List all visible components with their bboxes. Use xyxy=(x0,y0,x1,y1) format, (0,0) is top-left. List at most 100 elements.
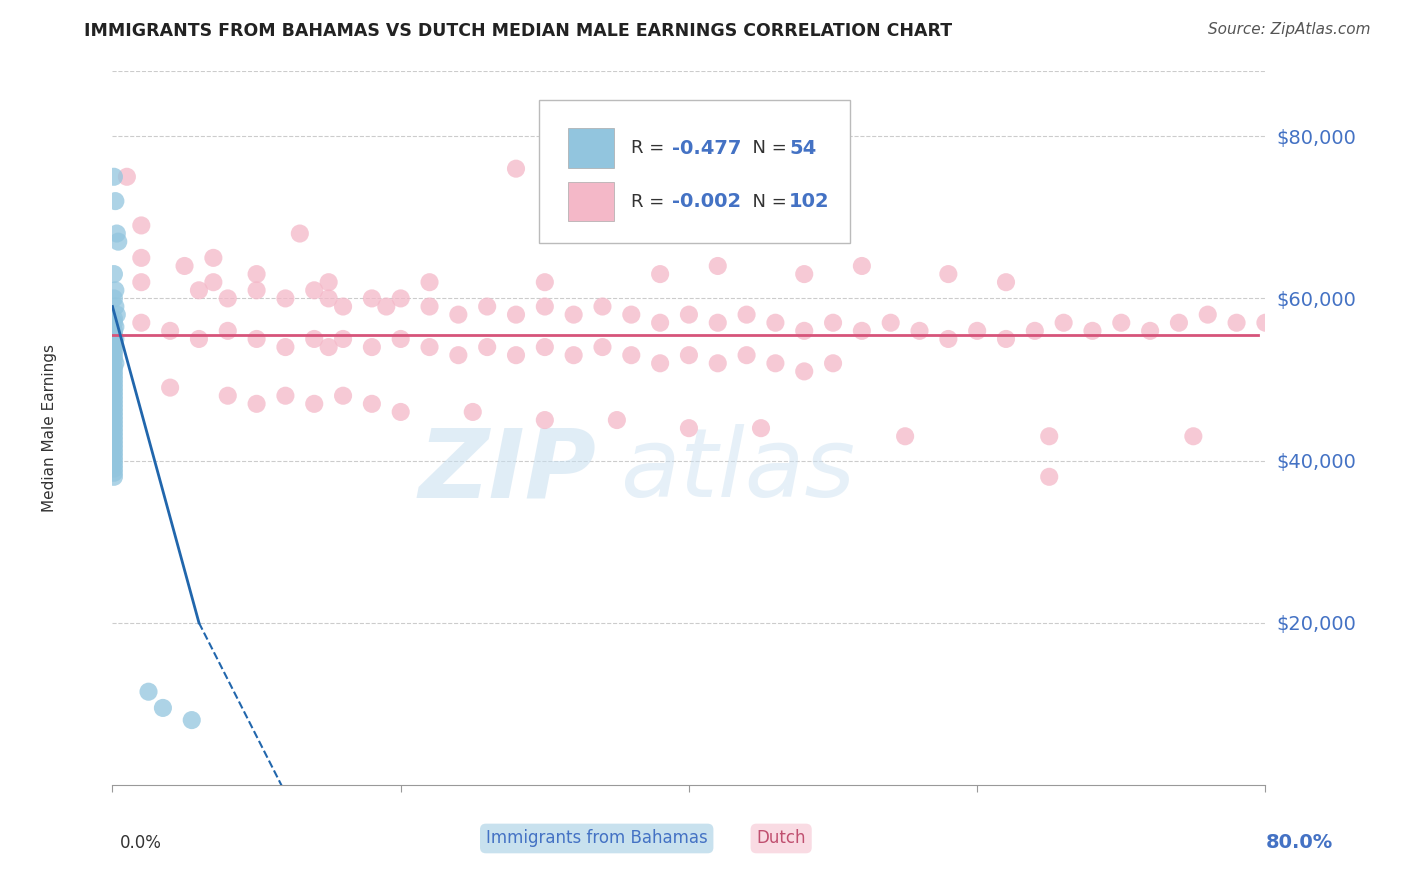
Point xyxy=(103,466,125,480)
Point xyxy=(707,356,730,370)
Point xyxy=(304,332,326,346)
Point xyxy=(274,389,297,403)
Point xyxy=(793,267,815,281)
Point xyxy=(534,340,557,354)
Point xyxy=(103,437,125,451)
Text: -0.002: -0.002 xyxy=(672,193,741,211)
Point xyxy=(103,413,125,427)
Point xyxy=(105,308,128,322)
Point xyxy=(894,429,917,443)
Point xyxy=(103,421,125,435)
Text: 0.0%: 0.0% xyxy=(120,834,162,852)
Point xyxy=(103,409,125,423)
Point xyxy=(202,251,225,265)
Point xyxy=(103,461,125,475)
Point xyxy=(475,340,499,354)
Point xyxy=(360,292,382,306)
FancyBboxPatch shape xyxy=(568,182,614,221)
Point xyxy=(505,308,527,322)
Point xyxy=(389,332,412,346)
Point xyxy=(159,381,181,395)
Point xyxy=(375,300,398,314)
Point xyxy=(650,356,672,370)
Point xyxy=(534,413,557,427)
Point xyxy=(103,470,125,484)
Point xyxy=(360,397,382,411)
Text: 80.0%: 80.0% xyxy=(1265,833,1333,853)
Text: Immigrants from Bahamas: Immigrants from Bahamas xyxy=(486,830,707,847)
Point xyxy=(505,161,527,176)
Point xyxy=(202,275,225,289)
Point xyxy=(936,267,959,281)
Point xyxy=(821,356,844,370)
Point xyxy=(104,319,127,334)
Point xyxy=(304,283,326,297)
Point xyxy=(936,332,959,346)
Point xyxy=(103,311,125,326)
Point xyxy=(332,332,354,346)
Text: Median Male Earnings: Median Male Earnings xyxy=(42,344,56,512)
Point xyxy=(103,401,125,415)
Point xyxy=(103,372,125,386)
Point xyxy=(159,324,181,338)
Point xyxy=(103,364,125,378)
Point xyxy=(103,405,125,419)
Point xyxy=(318,292,340,306)
Point xyxy=(749,421,772,435)
Point xyxy=(103,327,125,342)
Point xyxy=(620,348,643,362)
Point xyxy=(332,389,354,403)
Point xyxy=(765,356,787,370)
Point xyxy=(188,332,211,346)
Point xyxy=(592,300,614,314)
Point xyxy=(103,344,125,359)
Point xyxy=(103,442,125,456)
Point xyxy=(129,275,153,289)
Point xyxy=(534,300,557,314)
Point xyxy=(103,434,125,448)
Point xyxy=(1139,324,1161,338)
Point xyxy=(678,421,700,435)
Point xyxy=(103,417,125,431)
Point xyxy=(821,316,844,330)
Point xyxy=(103,348,125,362)
Point xyxy=(103,450,125,464)
Point xyxy=(103,352,125,367)
Point xyxy=(173,259,195,273)
Point xyxy=(104,194,127,208)
Point xyxy=(129,219,153,233)
Point xyxy=(138,684,160,698)
Point xyxy=(707,259,730,273)
Point xyxy=(592,340,614,354)
Point xyxy=(461,405,484,419)
Point xyxy=(246,397,269,411)
Point xyxy=(851,324,873,338)
Point xyxy=(304,397,326,411)
Point xyxy=(765,316,787,330)
Point xyxy=(246,332,269,346)
Point xyxy=(103,169,125,184)
Text: R =: R = xyxy=(631,193,671,211)
Point xyxy=(995,275,1018,289)
Point xyxy=(129,316,153,330)
Point xyxy=(1226,316,1249,330)
Point xyxy=(129,251,153,265)
Point xyxy=(103,324,125,338)
Point xyxy=(115,169,138,184)
Point xyxy=(274,292,297,306)
Point xyxy=(188,283,211,297)
Point xyxy=(650,267,672,281)
Text: 102: 102 xyxy=(789,193,830,211)
Text: N =: N = xyxy=(741,139,793,157)
Text: IMMIGRANTS FROM BAHAMAS VS DUTCH MEDIAN MALE EARNINGS CORRELATION CHART: IMMIGRANTS FROM BAHAMAS VS DUTCH MEDIAN … xyxy=(84,22,952,40)
Point xyxy=(103,392,125,407)
Point xyxy=(793,364,815,378)
Point xyxy=(505,348,527,362)
Point xyxy=(103,360,125,375)
Point xyxy=(103,381,125,395)
Point xyxy=(735,348,758,362)
Point xyxy=(419,300,441,314)
Point xyxy=(152,701,174,715)
Point xyxy=(650,316,672,330)
Point xyxy=(707,316,730,330)
